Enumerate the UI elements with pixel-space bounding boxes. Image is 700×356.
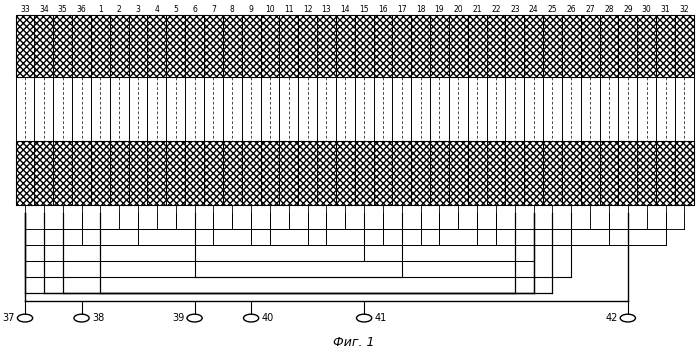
Text: 31: 31 — [661, 5, 671, 14]
Text: 29: 29 — [623, 5, 633, 14]
Text: 18: 18 — [416, 5, 426, 14]
Text: 4: 4 — [155, 5, 160, 14]
Text: Фиг. 1: Фиг. 1 — [332, 336, 374, 349]
Text: 20: 20 — [454, 5, 463, 14]
Text: 8: 8 — [230, 5, 235, 14]
Text: 37: 37 — [2, 313, 15, 323]
Text: 40: 40 — [262, 313, 274, 323]
Text: 13: 13 — [321, 5, 331, 14]
Text: 33: 33 — [20, 5, 30, 14]
Text: 41: 41 — [374, 313, 386, 323]
Text: 42: 42 — [605, 313, 617, 323]
Text: 38: 38 — [92, 313, 104, 323]
Text: 14: 14 — [340, 5, 350, 14]
Text: 12: 12 — [303, 5, 312, 14]
Text: 27: 27 — [585, 5, 595, 14]
Text: 6: 6 — [192, 5, 197, 14]
Text: 39: 39 — [172, 313, 184, 323]
Text: 19: 19 — [435, 5, 444, 14]
Text: 15: 15 — [359, 5, 369, 14]
Text: 2: 2 — [117, 5, 122, 14]
Text: 32: 32 — [680, 5, 689, 14]
Text: 10: 10 — [265, 5, 274, 14]
Text: 26: 26 — [566, 5, 576, 14]
Text: 25: 25 — [547, 5, 557, 14]
Text: 9: 9 — [248, 5, 253, 14]
Text: 30: 30 — [642, 5, 652, 14]
Bar — [15, 141, 694, 205]
Text: 34: 34 — [39, 5, 49, 14]
Text: 23: 23 — [510, 5, 519, 14]
Text: 17: 17 — [397, 5, 407, 14]
Text: 24: 24 — [528, 5, 538, 14]
Bar — [15, 15, 694, 77]
Text: 28: 28 — [604, 5, 614, 14]
Text: 22: 22 — [491, 5, 500, 14]
Text: 11: 11 — [284, 5, 293, 14]
Text: 3: 3 — [136, 5, 141, 14]
Text: 21: 21 — [473, 5, 482, 14]
Text: 1: 1 — [98, 5, 103, 14]
Text: 16: 16 — [378, 5, 388, 14]
Text: 5: 5 — [174, 5, 178, 14]
Text: 36: 36 — [77, 5, 86, 14]
Text: 7: 7 — [211, 5, 216, 14]
Text: 35: 35 — [58, 5, 68, 14]
